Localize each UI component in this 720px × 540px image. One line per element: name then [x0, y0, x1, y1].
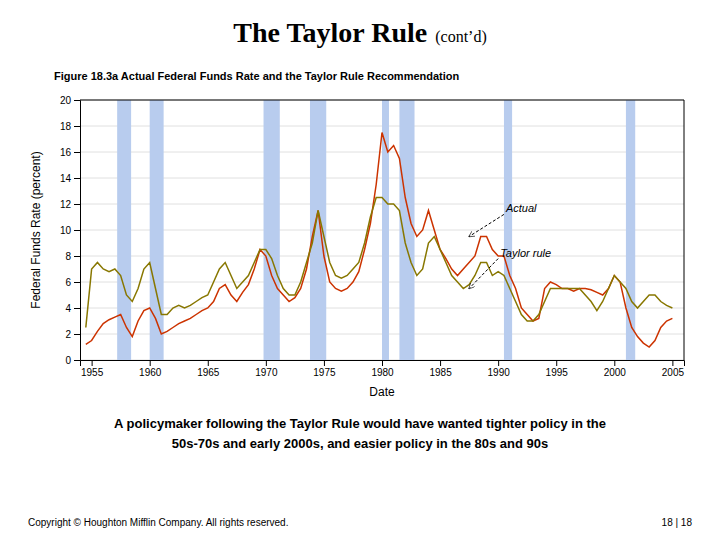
x-tick: 1990	[488, 360, 511, 378]
y-tick: 2	[65, 329, 80, 340]
annotations: Actual Taylor rule	[469, 202, 551, 288]
y-tick-label: 6	[65, 277, 71, 288]
x-tick-label: 1990	[488, 367, 511, 378]
y-tick-label: 18	[60, 121, 72, 132]
y-tick-mark	[74, 152, 80, 153]
y-tick: 12	[60, 199, 80, 210]
x-tick: 1980	[371, 360, 394, 378]
x-tick-mark	[150, 360, 151, 366]
y-tick-mark	[74, 308, 80, 309]
y-tick: 10	[60, 225, 80, 236]
y-tick-mark	[74, 178, 80, 179]
y-tick: 4	[65, 303, 80, 314]
recession-band	[310, 100, 326, 360]
x-tick: 2000	[604, 360, 627, 378]
y-tick-label: 0	[65, 355, 71, 366]
x-tick: 1955	[81, 360, 104, 378]
x-tick-label: 2000	[604, 367, 627, 378]
series-line	[86, 133, 673, 348]
y-tick-mark	[74, 334, 80, 335]
annotation-arrow	[469, 259, 498, 289]
x-tick-label: 1980	[371, 367, 394, 378]
x-tick-label: 1970	[255, 367, 278, 378]
x-tick-label: 1985	[429, 367, 452, 378]
y-tick: 0	[65, 355, 80, 366]
y-axis-line	[74, 101, 81, 361]
frame-right	[684, 100, 685, 360]
x-tick: 1975	[313, 360, 336, 378]
y-tick-label: 12	[60, 199, 72, 210]
y-tick: 20	[60, 95, 80, 106]
x-tick: 1970	[255, 360, 278, 378]
recession-band	[399, 100, 414, 360]
x-tick-mark	[324, 360, 325, 366]
y-tick: 8	[65, 251, 80, 262]
y-tick-mark	[74, 282, 80, 283]
x-tick-label: 1955	[81, 367, 104, 378]
chart: The Taylor Rule (cont’d) Figure 18.3a Actu…	[0, 0, 720, 540]
x-axis-label: Date	[369, 385, 395, 399]
x-tick-label: 1960	[139, 367, 162, 378]
y-axis: 0 2 4 6 8 10 12 14 16 18 20	[60, 95, 81, 366]
x-tick-mark	[614, 360, 615, 366]
x-axis: 1955 1960 1965 1970 1975 1980 1985 1990 1995 2000…	[81, 360, 685, 378]
y-tick-label: 20	[60, 95, 72, 106]
body-text: A policymaker following the Taylor Rule …	[114, 416, 606, 431]
y-tick-mark	[74, 100, 80, 101]
x-tick: 1965	[197, 360, 220, 378]
page-number: 18 | 18	[662, 517, 693, 528]
x-tick: 1995	[546, 360, 569, 378]
x-tick-label: 1995	[546, 367, 569, 378]
recession-band	[264, 100, 280, 360]
x-tick-mark	[266, 360, 267, 366]
subtitle: (cont’d)	[435, 28, 487, 46]
y-tick-label: 2	[65, 329, 71, 340]
annotation: Taylor rule	[500, 247, 551, 259]
grid-line	[80, 100, 684, 101]
caption: Figure 18.3a Actual Federal Funds Rate a…	[54, 70, 460, 82]
y-tick-label: 16	[60, 147, 72, 158]
y-tick-label: 10	[60, 225, 72, 236]
y-tick: 6	[65, 277, 80, 288]
y-tick-mark	[74, 126, 80, 127]
body-text: 50s-70s and early 2000s, and easier poli…	[172, 436, 549, 451]
x-tick: 1960	[139, 360, 162, 378]
recession-band	[504, 100, 512, 360]
x-tick-label: 1965	[197, 367, 220, 378]
x-tick-mark	[556, 360, 557, 366]
x-tick: 2005	[662, 360, 685, 378]
y-axis-label: Federal Funds Rate (percent)	[29, 151, 43, 308]
y-tick-label: 14	[60, 173, 72, 184]
x-tick-mark	[498, 360, 499, 366]
title: The Taylor Rule	[233, 17, 427, 48]
series-line	[86, 198, 673, 328]
x-tick-mark	[440, 360, 441, 366]
annotation-arrow	[469, 214, 504, 236]
recession-band	[382, 100, 389, 360]
copyright: Copyright © Houghton Mifflin Company. Al…	[28, 517, 288, 528]
y-tick-mark	[74, 230, 80, 231]
y-tick-label: 4	[65, 303, 71, 314]
x-tick-mark	[208, 360, 209, 366]
title-group: The Taylor Rule (cont’d)	[233, 17, 487, 48]
x-axis-line	[81, 361, 685, 367]
y-tick-label: 8	[65, 251, 71, 262]
y-tick: 14	[60, 173, 80, 184]
annotation: Actual	[505, 202, 537, 214]
y-tick-mark	[74, 204, 80, 205]
x-tick-label: 2005	[662, 367, 685, 378]
x-tick-mark	[382, 360, 383, 366]
x-tick: 1985	[429, 360, 452, 378]
y-tick: 16	[60, 147, 80, 158]
frame-top	[80, 100, 684, 101]
x-tick-mark	[672, 360, 673, 366]
data-area	[86, 100, 673, 360]
grid	[80, 100, 684, 360]
x-tick-label: 1975	[313, 367, 336, 378]
x-tick-mark	[92, 360, 93, 366]
y-tick: 18	[60, 121, 80, 132]
y-tick-mark	[74, 360, 80, 361]
plot: 1955196019651970197519801985199019952000…	[29, 95, 685, 399]
y-tick-mark	[74, 256, 80, 257]
